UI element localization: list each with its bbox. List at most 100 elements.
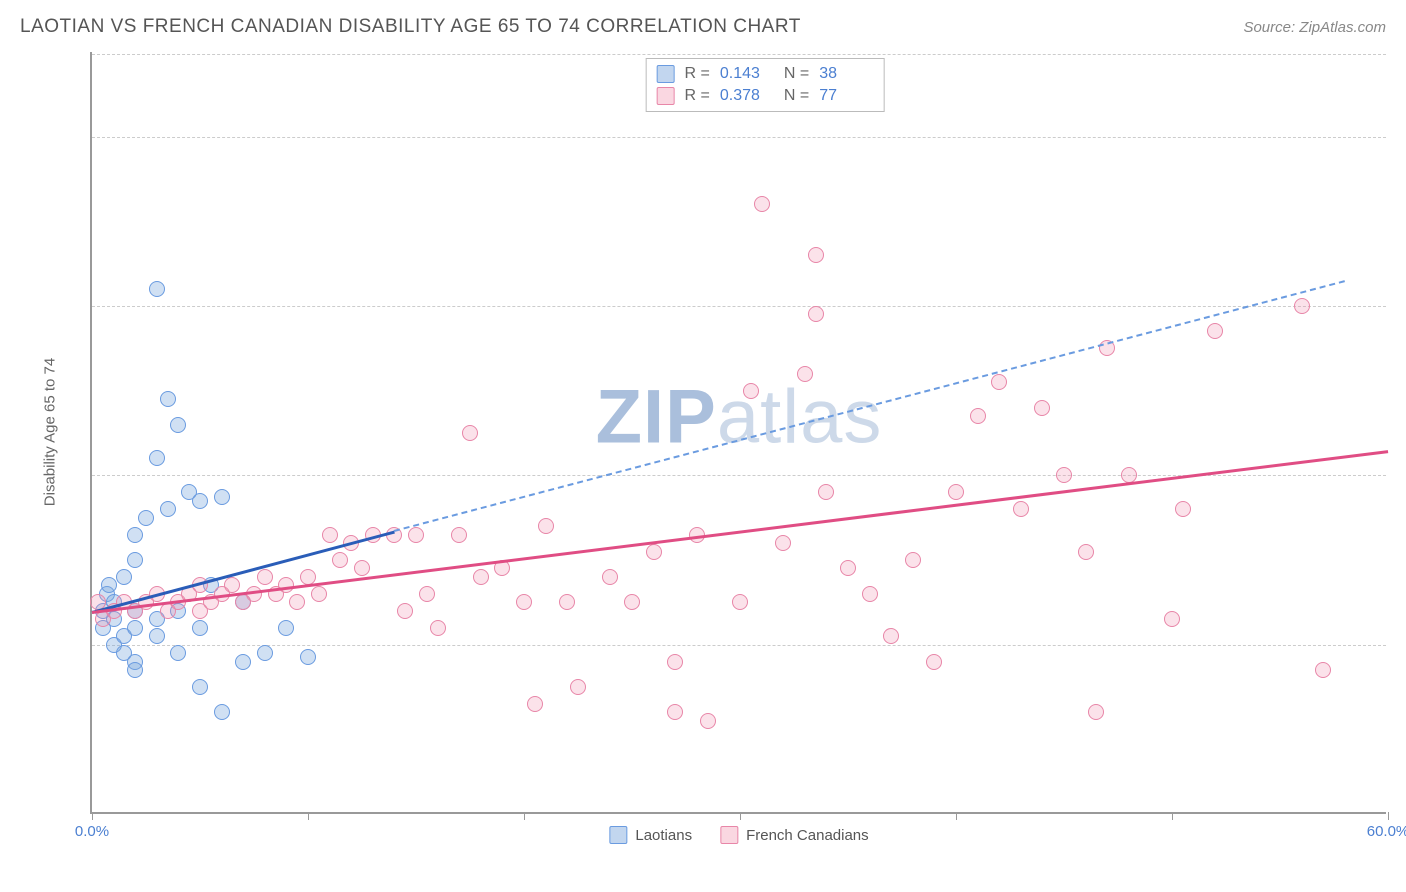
data-point [224,577,240,593]
data-point [1056,467,1072,483]
gridline [92,645,1386,646]
data-point [149,281,165,297]
data-point [775,535,791,551]
x-tick-mark [1388,812,1389,820]
data-point [192,679,208,695]
data-point [1078,544,1094,560]
legend-r-label: R = [685,65,710,83]
gridline [92,54,1386,55]
legend-series-label: French Canadians [746,827,869,844]
data-point [289,594,305,610]
data-point [905,552,921,568]
legend-series-label: Laotians [635,827,692,844]
data-point [419,586,435,602]
chart-area: Disability Age 65 to 74 ZIPatlas R =0.14… [50,52,1386,842]
data-point [397,603,413,619]
data-point [462,425,478,441]
data-point [127,552,143,568]
data-point [743,383,759,399]
x-tick-mark [956,812,957,820]
data-point [138,510,154,526]
data-point [430,620,446,636]
data-point [646,544,662,560]
data-point [667,704,683,720]
data-point [214,489,230,505]
legend-r-value: 0.378 [720,87,774,105]
legend-n-value: 77 [819,87,873,105]
legend-swatch [657,87,675,105]
legend-r-label: R = [685,87,710,105]
data-point [101,577,117,593]
x-tick-mark [740,812,741,820]
legend-stat-row: R =0.143N =38 [657,63,874,85]
data-point [257,645,273,661]
chart-header: LAOTIAN VS FRENCH CANADIAN DISABILITY AG… [0,0,1406,46]
data-point [516,594,532,610]
data-point [862,586,878,602]
data-point [354,560,370,576]
plot-region: ZIPatlas R =0.143N =38R =0.378N =77 Laot… [90,52,1386,814]
data-point [948,484,964,500]
data-point [170,645,186,661]
data-point [257,569,273,585]
legend-series: Laotians French Canadians [609,826,868,844]
data-point [160,501,176,517]
legend-stats: R =0.143N =38R =0.378N =77 [646,58,885,112]
data-point [116,569,132,585]
data-point [127,527,143,543]
gridline [92,306,1386,307]
legend-stat-row: R = 0.378 N = 77 [657,85,874,107]
legend-series-item: Laotians [609,826,692,844]
data-point [1175,501,1191,517]
data-point [538,518,554,534]
data-point [808,306,824,322]
data-point [1088,704,1104,720]
legend-n-label: N = [784,87,809,105]
data-point [127,620,143,636]
data-point [127,662,143,678]
trend-line [394,281,1345,533]
legend-n-label: N = [784,65,809,83]
data-point [1164,611,1180,627]
chart-title: LAOTIAN VS FRENCH CANADIAN DISABILITY AG… [20,16,801,38]
x-tick-label: 60.0% [1367,823,1406,840]
data-point [1315,662,1331,678]
data-point [192,493,208,509]
data-point [818,484,834,500]
data-point [754,196,770,212]
data-point [602,569,618,585]
data-point [808,247,824,263]
data-point [926,654,942,670]
data-point [559,594,575,610]
data-point [300,649,316,665]
y-axis-label: Disability Age 65 to 74 [42,358,59,506]
data-point [451,527,467,543]
legend-swatch [720,826,738,844]
data-point [170,417,186,433]
data-point [149,450,165,466]
x-tick-mark [92,812,93,820]
data-point [570,679,586,695]
x-tick-mark [1172,812,1173,820]
data-point [160,391,176,407]
legend-swatch [657,65,675,83]
x-tick-mark [308,812,309,820]
legend-swatch [609,826,627,844]
data-point [214,704,230,720]
data-point [883,628,899,644]
data-point [732,594,748,610]
data-point [1207,323,1223,339]
legend-n-value: 38 [819,65,873,83]
data-point [408,527,424,543]
gridline [92,137,1386,138]
data-point [797,366,813,382]
chart-source: Source: ZipAtlas.com [1243,19,1386,36]
data-point [1013,501,1029,517]
data-point [527,696,543,712]
x-tick-label: 0.0% [75,823,109,840]
data-point [1294,298,1310,314]
data-point [700,713,716,729]
data-point [311,586,327,602]
legend-series-item: French Canadians [720,826,869,844]
watermark: ZIPatlas [596,373,883,460]
